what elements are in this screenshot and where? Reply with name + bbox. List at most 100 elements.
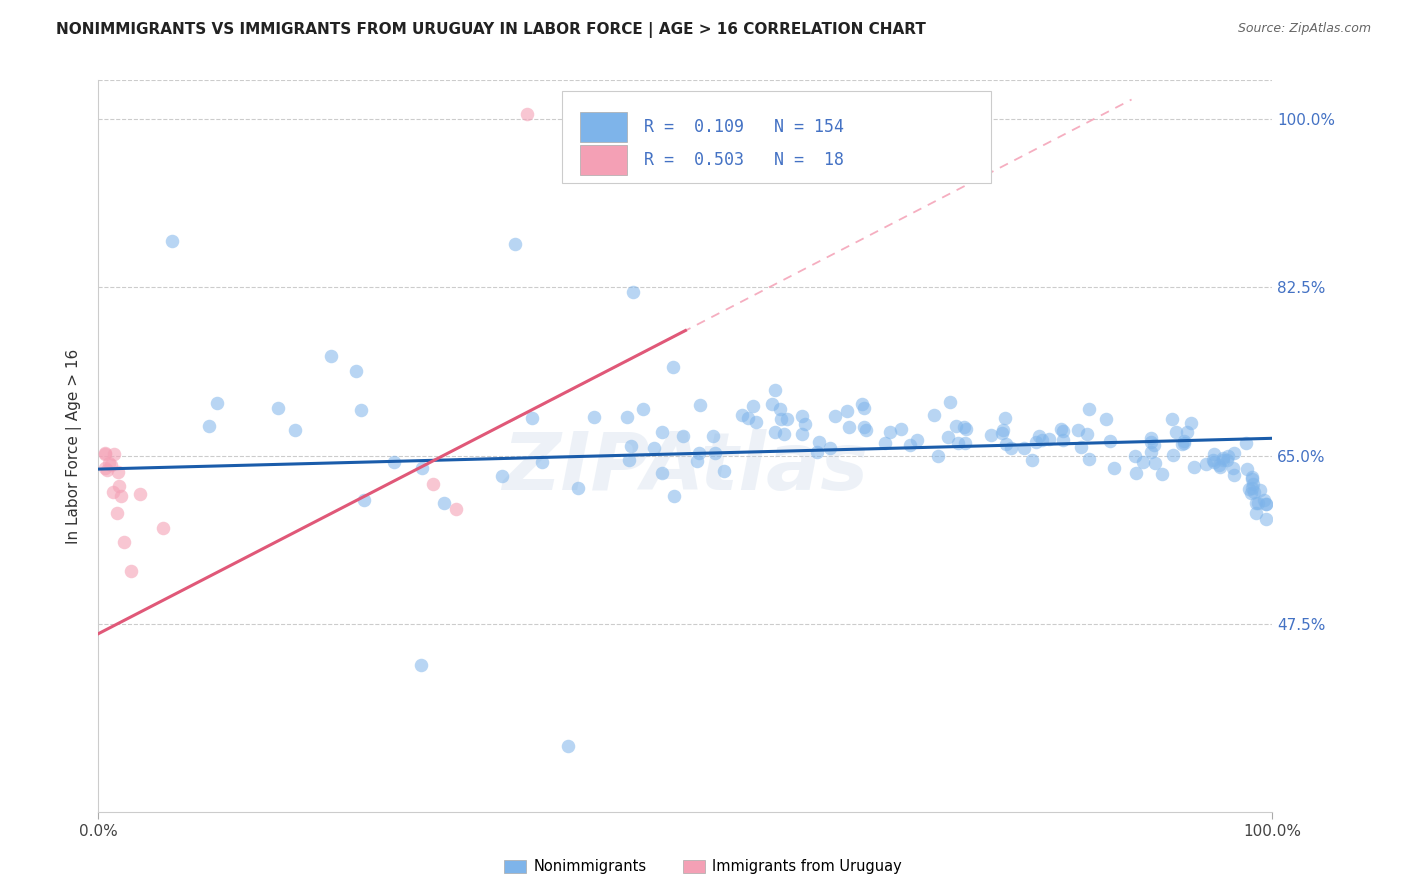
Point xyxy=(769,402,792,417)
Point xyxy=(672,429,695,443)
Point xyxy=(616,410,638,425)
Point xyxy=(792,409,814,423)
Point xyxy=(1140,431,1163,445)
Point xyxy=(875,436,897,450)
Point xyxy=(737,411,759,425)
Point xyxy=(991,423,1014,437)
Point xyxy=(769,412,792,426)
Point xyxy=(855,423,877,437)
Point xyxy=(1212,450,1234,465)
Point xyxy=(1195,458,1218,472)
Point xyxy=(1170,437,1192,451)
Point xyxy=(1150,467,1173,481)
Point xyxy=(1173,435,1195,450)
Point xyxy=(1212,453,1234,467)
Point xyxy=(773,426,796,441)
Point xyxy=(1066,423,1088,437)
Point xyxy=(1180,417,1202,431)
Point xyxy=(1244,496,1267,510)
Text: ZIPAtlas: ZIPAtlas xyxy=(502,429,869,507)
Point xyxy=(1031,434,1053,448)
Point xyxy=(1204,455,1226,469)
Point xyxy=(1223,468,1246,483)
Point xyxy=(1143,438,1166,452)
Point xyxy=(1077,401,1099,416)
Point xyxy=(852,420,875,434)
Point xyxy=(1000,442,1022,456)
Point xyxy=(1236,462,1258,476)
Point xyxy=(994,410,1017,425)
Point xyxy=(108,479,131,493)
Point xyxy=(1202,447,1225,461)
Point xyxy=(851,397,873,411)
Point xyxy=(946,436,969,450)
Point xyxy=(980,428,1002,442)
Point xyxy=(1076,427,1098,442)
Point xyxy=(1241,476,1264,491)
Point xyxy=(152,521,174,535)
Point xyxy=(1246,506,1268,520)
Point xyxy=(1125,466,1147,480)
Point xyxy=(731,408,754,422)
Point xyxy=(1208,458,1230,473)
Point xyxy=(686,454,709,468)
Point xyxy=(744,415,766,429)
Point xyxy=(927,449,949,463)
Point xyxy=(1164,425,1187,440)
Point xyxy=(807,434,830,449)
Point xyxy=(775,411,797,425)
Legend: Nonimmigrants, Immigrants from Uruguay: Nonimmigrants, Immigrants from Uruguay xyxy=(498,854,908,880)
Point xyxy=(1025,434,1047,449)
Point xyxy=(853,401,876,415)
Point xyxy=(1254,511,1277,525)
Point xyxy=(267,401,290,416)
Point xyxy=(1132,455,1154,469)
Point xyxy=(689,398,711,412)
Point xyxy=(1234,436,1257,450)
Point xyxy=(284,423,307,437)
Point xyxy=(824,409,846,424)
Point xyxy=(1175,425,1198,439)
Point xyxy=(835,404,858,418)
Point xyxy=(620,439,643,453)
Point xyxy=(1201,452,1223,467)
Point xyxy=(1077,452,1099,467)
FancyBboxPatch shape xyxy=(579,145,627,176)
Point xyxy=(344,364,367,378)
Point xyxy=(1021,452,1043,467)
Point xyxy=(994,436,1017,450)
Point xyxy=(793,417,815,431)
Point xyxy=(713,465,735,479)
Point xyxy=(898,438,921,452)
Point xyxy=(619,453,641,467)
Point xyxy=(838,420,860,434)
Point xyxy=(1256,497,1278,511)
Point xyxy=(120,564,142,578)
Point xyxy=(100,458,122,472)
Point xyxy=(411,658,433,673)
Point xyxy=(1049,422,1071,436)
Point xyxy=(1052,433,1074,447)
Point xyxy=(702,429,724,443)
Point xyxy=(350,403,373,417)
Point xyxy=(955,436,977,450)
Point xyxy=(422,477,444,491)
Point xyxy=(101,484,124,499)
Y-axis label: In Labor Force | Age > 16: In Labor Force | Age > 16 xyxy=(66,349,83,543)
Point xyxy=(103,447,125,461)
Point xyxy=(98,457,121,471)
Point xyxy=(1222,460,1244,475)
Point xyxy=(905,434,928,448)
Point xyxy=(938,394,960,409)
Point xyxy=(688,446,710,460)
Point xyxy=(922,409,945,423)
Point xyxy=(662,359,685,374)
Text: NONIMMIGRANTS VS IMMIGRANTS FROM URUGUAY IN LABOR FORCE | AGE > 16 CORRELATION C: NONIMMIGRANTS VS IMMIGRANTS FROM URUGUAY… xyxy=(56,22,927,38)
Point xyxy=(107,465,129,479)
Point xyxy=(567,481,589,495)
Point xyxy=(704,446,727,460)
Point xyxy=(110,489,132,503)
Point xyxy=(1253,492,1275,507)
Point xyxy=(664,489,686,503)
Point xyxy=(953,420,976,434)
